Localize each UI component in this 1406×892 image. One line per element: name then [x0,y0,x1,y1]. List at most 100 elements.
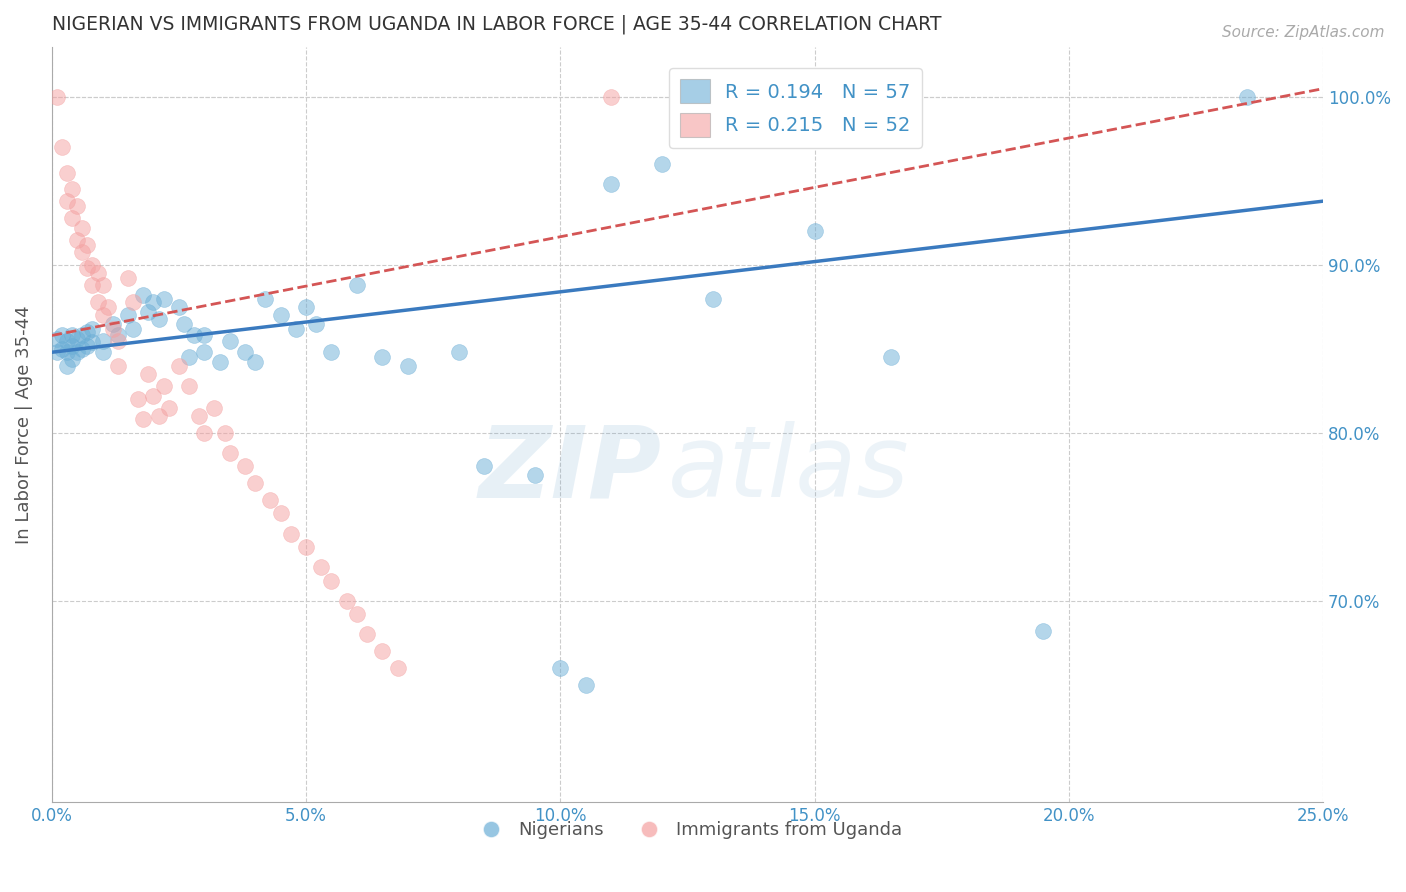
Point [72,342,94,356]
Point [1032,624,1054,638]
Point [356,627,378,641]
Point [204,401,226,415]
Point [152,379,174,393]
Point [72,244,94,259]
Point [259,493,281,508]
Point [56,334,79,348]
Point [472,459,495,474]
Point [122,322,145,336]
Point [91,334,114,348]
Point [600,90,623,104]
Point [523,467,546,482]
Point [321,345,343,359]
Point [321,574,343,588]
Point [371,644,394,658]
Point [346,278,368,293]
Point [346,607,368,622]
Point [51,328,73,343]
Point [66,233,89,247]
Point [127,392,149,407]
Point [101,322,124,336]
Point [243,355,266,369]
Point [214,425,236,440]
Point [177,351,200,365]
Point [173,317,195,331]
Point [76,338,98,352]
Point [157,401,180,415]
Point [132,288,155,302]
Point [600,178,623,192]
Point [72,328,94,343]
Point [575,678,598,692]
Text: Source: ZipAtlas.com: Source: ZipAtlas.com [1222,25,1385,40]
Text: atlas: atlas [668,421,910,518]
Point [336,594,359,608]
Point [76,237,98,252]
Point [880,351,903,365]
Point [107,328,129,343]
Point [101,317,124,331]
Point [66,345,89,359]
Point [91,309,114,323]
Point [91,345,114,359]
Point [142,389,165,403]
Point [167,359,190,373]
Point [117,271,139,285]
Point [193,328,215,343]
Point [305,317,328,331]
Point [208,355,231,369]
Point [66,199,89,213]
Point [51,140,73,154]
Point [280,526,302,541]
Point [295,540,318,554]
Point [803,224,825,238]
Point [148,409,170,423]
Point [138,367,160,381]
Point [396,359,419,373]
Text: NIGERIAN VS IMMIGRANTS FROM UGANDA IN LABOR FORCE | AGE 35-44 CORRELATION CHART: NIGERIAN VS IMMIGRANTS FROM UGANDA IN LA… [52,15,941,35]
Point [60,338,83,352]
Text: ZIP: ZIP [479,421,662,518]
Legend: Nigerians, Immigrants from Uganda: Nigerians, Immigrants from Uganda [465,814,910,847]
Point [167,300,190,314]
Point [550,661,572,675]
Point [91,278,114,293]
Point [243,476,266,491]
Point [60,328,83,343]
Point [66,332,89,346]
Point [107,359,129,373]
Point [270,507,292,521]
Point [97,300,120,314]
Point [702,292,724,306]
Point [86,266,108,280]
Point [117,309,139,323]
Point [284,322,307,336]
Point [233,345,256,359]
Point [233,459,256,474]
Point [218,334,240,348]
Point [138,305,160,319]
Point [183,328,205,343]
Point [51,342,73,356]
Point [122,294,145,309]
Point [56,165,79,179]
Point [56,359,79,373]
Point [447,345,470,359]
Point [1236,90,1258,104]
Point [193,425,215,440]
Point [188,409,211,423]
Point [295,300,318,314]
Point [177,379,200,393]
Point [86,294,108,309]
Point [371,351,394,365]
Point [82,278,104,293]
Point [270,309,292,323]
Point [76,325,98,339]
Point [311,560,333,574]
Point [218,446,240,460]
Point [45,332,67,346]
Point [72,221,94,235]
Point [148,311,170,326]
Point [82,258,104,272]
Point [60,211,83,225]
